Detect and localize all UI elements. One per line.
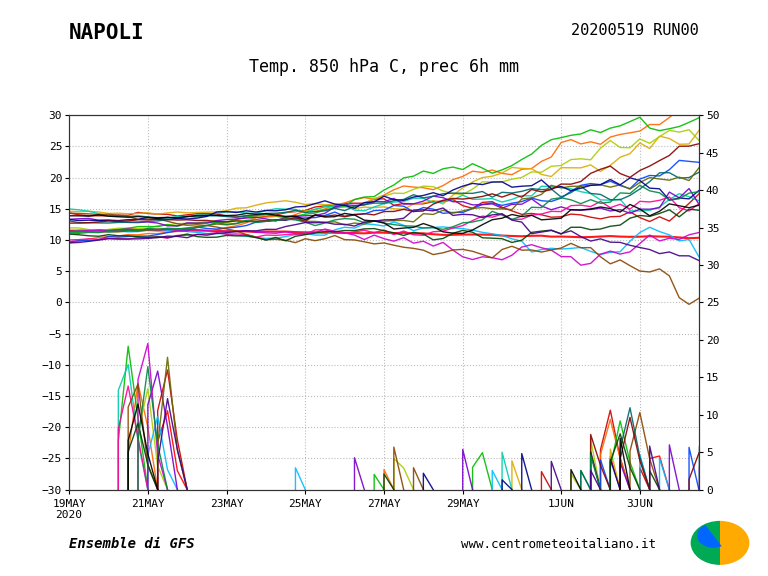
Text: Ensemble di GFS: Ensemble di GFS — [69, 537, 195, 551]
Wedge shape — [697, 525, 722, 548]
Text: www.centrometeoitaliano.it: www.centrometeoitaliano.it — [461, 538, 656, 551]
Text: Temp. 850 hPa C, prec 6h mm: Temp. 850 hPa C, prec 6h mm — [249, 58, 519, 75]
Text: NAPOLI: NAPOLI — [69, 23, 145, 43]
Text: 20200519 RUN00: 20200519 RUN00 — [571, 23, 699, 38]
Wedge shape — [690, 521, 720, 565]
Wedge shape — [720, 521, 750, 565]
